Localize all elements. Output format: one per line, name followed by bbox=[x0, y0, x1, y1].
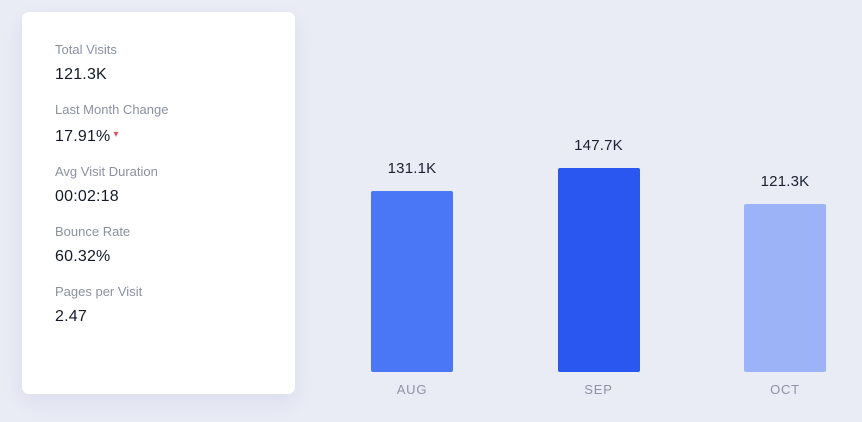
stat-value-total-visits: 121.3K bbox=[55, 66, 107, 83]
stat-value-last-month-change: 17.91% ▾ bbox=[55, 125, 267, 147]
change-percent-text: 17.91% bbox=[55, 128, 111, 145]
bar-column-aug: 131.1K AUG bbox=[371, 120, 453, 397]
bar-area: 121.3K bbox=[744, 120, 826, 372]
stat-total-visits: Total Visits 121.3K bbox=[55, 42, 267, 85]
stat-value-bounce-rate: 60.32% bbox=[55, 248, 111, 265]
bar-value-label: 131.1K bbox=[387, 160, 437, 177]
bar-column-sep: 147.7K SEP bbox=[557, 120, 640, 397]
stat-value-avg-visit-duration: 00:02:18 bbox=[55, 188, 119, 205]
stat-avg-visit-duration: Avg Visit Duration 00:02:18 bbox=[55, 164, 267, 207]
stat-label-total-visits: Total Visits bbox=[55, 42, 117, 57]
bar-area: 131.1K bbox=[371, 120, 453, 372]
stat-label-bounce-rate: Bounce Rate bbox=[55, 224, 131, 239]
stat-value-pages-per-visit: 2.47 bbox=[55, 308, 87, 325]
bar-area: 147.7K bbox=[557, 120, 640, 372]
trend-down-icon: ▾ bbox=[113, 129, 119, 140]
x-axis-label-aug: AUG bbox=[396, 382, 428, 397]
bar-sep[interactable] bbox=[557, 168, 640, 372]
x-axis-label-oct: OCT bbox=[770, 382, 800, 397]
stat-last-month-change: Last Month Change 17.91% ▾ bbox=[55, 102, 267, 147]
bar-value-label: 147.7K bbox=[574, 137, 623, 154]
stat-bounce-rate: Bounce Rate 60.32% bbox=[55, 224, 267, 267]
monthly-visits-bar-chart: 131.1K AUG 147.7K SEP 121.3K OCT bbox=[371, 120, 826, 397]
stat-label-last-month-change: Last Month Change bbox=[55, 102, 169, 117]
stats-card: Total Visits 121.3K Last Month Change 17… bbox=[22, 12, 295, 394]
stat-pages-per-visit: Pages per Visit 2.47 bbox=[55, 284, 267, 327]
stat-label-pages-per-visit: Pages per Visit bbox=[55, 284, 143, 299]
bar-oct[interactable] bbox=[744, 204, 826, 372]
bar-aug[interactable] bbox=[371, 191, 453, 372]
bar-column-oct: 121.3K OCT bbox=[744, 120, 826, 397]
bar-value-label: 121.3K bbox=[760, 173, 810, 190]
x-axis-label-sep: SEP bbox=[584, 382, 613, 397]
stat-label-avg-visit-duration: Avg Visit Duration bbox=[55, 164, 158, 179]
